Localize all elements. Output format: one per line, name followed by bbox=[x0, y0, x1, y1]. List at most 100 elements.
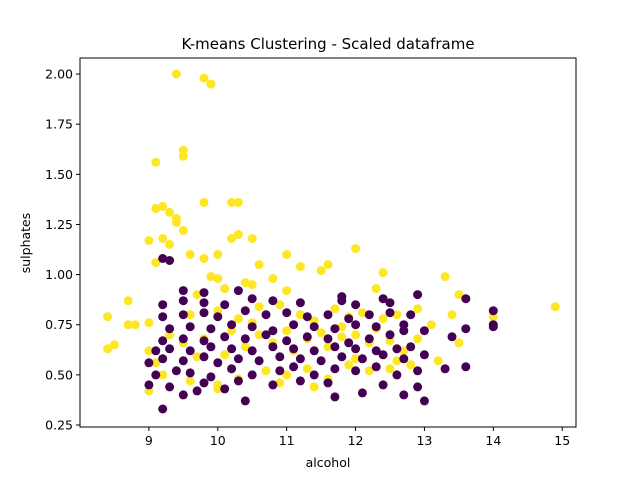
scatter-point-cluster-1 bbox=[351, 330, 361, 340]
scatter-point-cluster-0 bbox=[151, 370, 161, 380]
scatter-point-cluster-0 bbox=[351, 320, 361, 330]
scatter-point-cluster-0 bbox=[289, 344, 299, 354]
scatter-point-cluster-1 bbox=[233, 314, 243, 324]
scatter-point-cluster-0 bbox=[364, 310, 374, 320]
scatter-point-cluster-0 bbox=[268, 380, 278, 390]
chart-title: K-means Clustering - Scaled dataframe bbox=[181, 35, 474, 53]
scatter-point-cluster-0 bbox=[247, 346, 257, 356]
scatter-point-cluster-1 bbox=[220, 284, 230, 294]
y-tick-label: 1.25 bbox=[45, 217, 73, 232]
scatter-point-cluster-0 bbox=[282, 336, 292, 346]
scatter-point-cluster-0 bbox=[233, 286, 243, 296]
scatter-point-cluster-0 bbox=[158, 336, 168, 346]
scatter-point-cluster-1 bbox=[254, 302, 264, 312]
scatter-point-cluster-0 bbox=[419, 350, 429, 360]
x-tick-label: 10 bbox=[210, 433, 226, 448]
scatter-point-cluster-1 bbox=[178, 226, 188, 235]
scatter-point-cluster-0 bbox=[323, 310, 333, 320]
x-tick-label: 9 bbox=[145, 433, 153, 448]
scatter-point-cluster-1 bbox=[364, 366, 374, 376]
scatter-point-cluster-0 bbox=[309, 370, 319, 380]
scatter-point-cluster-1 bbox=[151, 358, 161, 368]
scatter-point-cluster-0 bbox=[440, 364, 450, 374]
scatter-point-cluster-0 bbox=[316, 356, 326, 366]
scatter-point-cluster-1 bbox=[158, 201, 168, 211]
scatter-point-cluster-1 bbox=[199, 73, 209, 83]
scatter-point-cluster-1 bbox=[302, 364, 312, 374]
scatter-point-cluster-1 bbox=[309, 382, 319, 392]
scatter-point-cluster-0 bbox=[488, 320, 498, 330]
scatter-point-cluster-1 bbox=[316, 328, 326, 338]
scatter-point-cluster-1 bbox=[206, 79, 216, 89]
scatter-point-cluster-0 bbox=[413, 382, 423, 392]
y-tick-label: 0.75 bbox=[45, 317, 73, 332]
scatter-point-cluster-0 bbox=[323, 334, 333, 344]
scatter-point-cluster-0 bbox=[330, 364, 340, 374]
scatter-point-cluster-0 bbox=[199, 336, 209, 346]
scatter-point-cluster-0 bbox=[323, 378, 333, 388]
scatter-point-cluster-1 bbox=[151, 258, 161, 268]
scatter-point-cluster-0 bbox=[330, 324, 340, 334]
points-layer bbox=[103, 69, 560, 414]
scatter-point-cluster-1 bbox=[109, 340, 119, 350]
x-tick-label: 15 bbox=[554, 433, 570, 448]
scatter-point-cluster-1 bbox=[392, 310, 402, 320]
scatter-point-cluster-0 bbox=[364, 334, 374, 344]
scatter-point-cluster-1 bbox=[454, 338, 464, 348]
scatter-point-cluster-0 bbox=[227, 320, 237, 330]
scatter-point-cluster-0 bbox=[178, 390, 188, 400]
scatter-point-cluster-0 bbox=[419, 396, 429, 406]
scatter-point-cluster-0 bbox=[295, 298, 305, 308]
scatter-point-cluster-0 bbox=[185, 346, 195, 356]
scatter-point-cluster-0 bbox=[158, 354, 168, 364]
scatter-point-cluster-0 bbox=[158, 300, 168, 310]
scatter-point-cluster-0 bbox=[220, 384, 230, 394]
scatter-point-cluster-1 bbox=[351, 244, 361, 253]
scatter-point-cluster-0 bbox=[385, 330, 395, 340]
scatter-point-cluster-1 bbox=[282, 326, 292, 336]
scatter-point-cluster-0 bbox=[247, 370, 257, 380]
scatter-point-cluster-1 bbox=[357, 308, 367, 318]
scatter-point-cluster-0 bbox=[185, 368, 195, 378]
scatter-point-cluster-1 bbox=[103, 344, 113, 354]
x-tick-label: 13 bbox=[416, 433, 432, 448]
scatter-point-cluster-1 bbox=[213, 274, 223, 284]
scatter-point-cluster-0 bbox=[144, 380, 154, 390]
scatter-point-cluster-1 bbox=[261, 366, 271, 376]
scatter-point-cluster-0 bbox=[178, 286, 188, 296]
scatter-point-cluster-0 bbox=[233, 354, 243, 364]
scatter-point-cluster-0 bbox=[220, 300, 230, 310]
scatter-point-cluster-1 bbox=[165, 207, 175, 217]
scatter-point-cluster-1 bbox=[440, 272, 450, 282]
scatter-point-cluster-0 bbox=[295, 354, 305, 364]
scatter-point-cluster-0 bbox=[158, 404, 168, 414]
scatter-point-cluster-1 bbox=[337, 322, 347, 332]
scatter-point-cluster-1 bbox=[185, 310, 195, 320]
y-tick-label: 0.25 bbox=[45, 417, 73, 432]
scatter-point-cluster-0 bbox=[406, 310, 416, 320]
y-tick-label: 0.50 bbox=[45, 367, 73, 382]
scatter-point-cluster-1 bbox=[171, 217, 181, 227]
scatter-point-cluster-0 bbox=[413, 366, 423, 376]
scatter-point-cluster-0 bbox=[213, 358, 223, 368]
scatter-point-cluster-1 bbox=[151, 157, 161, 167]
scatter-point-cluster-0 bbox=[165, 256, 175, 265]
scatter-point-cluster-0 bbox=[461, 294, 471, 304]
scatter-point-cluster-1 bbox=[240, 342, 250, 352]
scatter-point-cluster-1 bbox=[206, 272, 216, 282]
scatter-point-cluster-0 bbox=[275, 352, 285, 362]
scatter-point-cluster-1 bbox=[344, 360, 354, 370]
scatter-point-cluster-1 bbox=[275, 300, 285, 310]
scatter-point-cluster-1 bbox=[233, 230, 243, 239]
scatter-point-cluster-1 bbox=[185, 250, 195, 259]
scatter-point-cluster-0 bbox=[337, 352, 347, 362]
scatter-point-cluster-0 bbox=[268, 326, 278, 336]
scatter-point-cluster-1 bbox=[282, 370, 292, 380]
scatter-point-cluster-0 bbox=[254, 356, 264, 366]
plot-frame bbox=[79, 57, 577, 428]
scatter-point-cluster-0 bbox=[371, 362, 381, 372]
scatter-point-cluster-0 bbox=[351, 300, 361, 310]
scatter-point-cluster-0 bbox=[178, 310, 188, 320]
scatter-point-cluster-1 bbox=[130, 320, 140, 330]
